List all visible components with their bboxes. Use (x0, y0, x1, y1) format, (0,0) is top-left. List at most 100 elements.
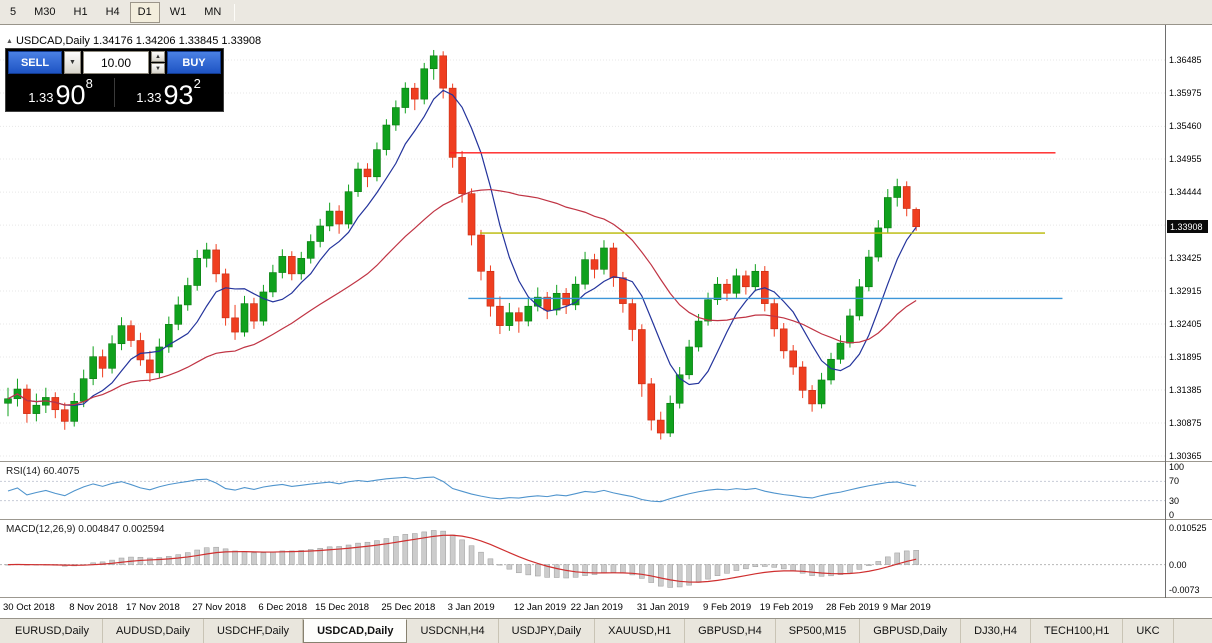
tab-usdcad-daily[interactable]: USDCAD,Daily (303, 619, 408, 643)
rsi-scale-label: 0 (1169, 510, 1175, 520)
macd-panel-divider (0, 519, 1212, 520)
time-axis-label: 27 Nov 2018 (192, 602, 247, 613)
chevron-down-icon: ▼ (69, 59, 76, 66)
quote-display: 1.33 90 8 1.33 93 2 (8, 76, 221, 109)
price-scale-label: 1.35975 (1169, 88, 1202, 98)
volume-spinner: ▲ ▼ (151, 51, 165, 74)
rsi-indicator-label: RSI(14) 60.4075 (6, 466, 80, 477)
volume-input[interactable]: 10.00 (83, 51, 149, 74)
tab-gbpusd-h4[interactable]: GBPUSD,H4 (685, 619, 776, 643)
timeframe-button-mn[interactable]: MN (196, 2, 229, 23)
tab-dj30-h4[interactable]: DJ30,H4 (961, 619, 1031, 643)
timeframe-button-m30[interactable]: M30 (26, 2, 63, 23)
price-scale-label: 1.34955 (1169, 154, 1202, 164)
sell-price: 1.33 90 8 (8, 76, 113, 109)
time-axis-label: 25 Dec 2018 (381, 602, 436, 613)
price-scale-label: 1.33425 (1169, 253, 1202, 263)
timeframe-button-w1[interactable]: W1 (162, 2, 195, 23)
tab-xauusd-h1[interactable]: XAUUSD,H1 (595, 619, 686, 643)
time-axis-label: 31 Jan 2019 (636, 602, 690, 613)
price-chart[interactable] (0, 25, 1165, 461)
time-axis-label: 12 Jan 2019 (513, 602, 567, 613)
time-axis-label: 9 Feb 2019 (703, 602, 752, 613)
timeframe-button-d1[interactable]: D1 (129, 1, 160, 23)
chart-region: ▲ USDCAD,Daily 1.34176 1.34206 1.33845 1… (0, 25, 1212, 618)
tab-usdchf-daily[interactable]: USDCHF,Daily (204, 619, 304, 643)
trade-controls-row: SELL ▼ 10.00 ▲ ▼ BUY (8, 51, 221, 74)
price-scale-label: 1.34444 (1169, 187, 1202, 198)
volume-down-button[interactable]: ▼ (151, 63, 165, 74)
sell-price-sup: 8 (85, 76, 93, 91)
time-axis-label: 17 Nov 2018 (125, 602, 180, 613)
volume-up-button[interactable]: ▲ (151, 51, 165, 62)
time-axis-label: 22 Jan 2019 (570, 602, 623, 613)
buy-price: 1.33 93 2 (116, 76, 221, 109)
price-scale-label: 1.36485 (1169, 55, 1202, 65)
price-scale-label: 1.31385 (1169, 385, 1202, 395)
timeframe-button-h1[interactable]: H1 (66, 2, 96, 23)
rsi-scale-label: 100 (1169, 462, 1185, 472)
volume-dropdown-button[interactable]: ▼ (64, 51, 81, 74)
tab-sp500-m15[interactable]: SP500,M15 (776, 619, 861, 643)
time-axis[interactable]: 30 Oct 2018 8 Nov 2018 17 Nov 2018 27 Nov 2… (0, 598, 1165, 618)
scale-divider (1165, 25, 1166, 598)
time-axis-label: 19 Feb 2019 (759, 602, 814, 613)
macd-scale-label: 0.010525 (1169, 523, 1207, 533)
symbol-tabbar: EURUSD,Daily AUDUSD,Daily USDCHF,Daily USDC… (0, 618, 1212, 643)
time-axis-label: 8 Nov 2018 (69, 602, 118, 613)
macd-scale-label: 0.00 (1169, 559, 1187, 570)
price-scale[interactable]: 1.36485 1.35975 1.35460 1.34955 1.34444 1.339… (1166, 25, 1212, 598)
macd-scale-label: -0.0073 (1169, 585, 1200, 595)
macd-signal-line (7, 534, 917, 583)
sell-button[interactable]: SELL (8, 51, 62, 74)
price-scale-label: 1.30875 (1169, 418, 1202, 428)
quote-divider (114, 78, 115, 107)
price-scale-label: 1.32405 (1169, 319, 1202, 329)
buy-price-sup: 2 (193, 76, 201, 91)
price-scale-label: 1.35460 (1169, 121, 1202, 132)
tab-tech100-h1[interactable]: TECH100,H1 (1031, 619, 1124, 643)
macd-chart[interactable] (0, 520, 1165, 597)
timeframe-button-h4[interactable]: H4 (98, 2, 128, 23)
time-axis-label: 3 Jan 2019 (447, 602, 495, 613)
ma-slow-line (7, 188, 917, 406)
tab-eurusd-daily[interactable]: EURUSD,Daily (2, 619, 103, 643)
price-scale-label: 1.32915 (1169, 286, 1202, 296)
time-axis-label: 15 Dec 2018 (315, 602, 370, 613)
rsi-chart[interactable] (0, 462, 1165, 519)
rsi-panel-divider (0, 461, 1212, 462)
chart-title-text: USDCAD,Daily 1.34176 1.34206 1.33845 1.3… (15, 35, 262, 47)
buy-button[interactable]: BUY (167, 51, 221, 74)
sell-price-prefix: 1.33 (28, 90, 54, 105)
tab-usdcnh-h4[interactable]: USDCNH,H4 (407, 619, 499, 643)
buy-price-big: 93 (163, 79, 194, 110)
rsi-line (7, 476, 917, 503)
timeframe-button-5[interactable]: 5 (2, 2, 24, 23)
macd-histogram (5, 530, 919, 588)
rsi-scale-label: 70 (1169, 476, 1180, 487)
time-axis-label: 6 Dec 2018 (258, 602, 307, 613)
price-scale-label: 1.30365 (1169, 451, 1202, 461)
rsi-scale-label: 30 (1169, 495, 1180, 506)
macd-indicator-label: MACD(12,26,9) 0.004847 0.002594 (6, 524, 165, 535)
timeframe-toolbar: 5 M30 H1 H4 D1 W1 MN (0, 0, 1212, 25)
axis-divider (0, 597, 1212, 598)
buy-price-prefix: 1.33 (136, 90, 162, 105)
time-axis-label: 9 Mar 2019 (882, 602, 931, 613)
tab-gbpusd-daily[interactable]: GBPUSD,Daily (860, 619, 962, 643)
tab-usdjpy-daily[interactable]: USDJPY,Daily (499, 619, 596, 643)
sell-price-big: 90 (55, 79, 86, 110)
toolbar-separator (234, 3, 236, 21)
time-axis-label: 28 Feb 2019 (826, 602, 880, 613)
tab-ukc[interactable]: UKC (1123, 619, 1174, 643)
tab-audusd-daily[interactable]: AUDUSD,Daily (103, 619, 204, 643)
one-click-trade-panel: SELL ▼ 10.00 ▲ ▼ BUY 1.33 90 8 (5, 48, 224, 112)
time-axis-label: 30 Oct 2018 (3, 602, 55, 613)
current-price-badge: 1.33908 (1167, 219, 1208, 233)
price-grid (0, 59, 1165, 457)
price-scale-label: 1.31895 (1169, 352, 1202, 362)
ma-fast-line (7, 89, 917, 406)
chart-title: ▲ USDCAD,Daily 1.34176 1.34206 1.33845 1… (6, 35, 261, 47)
symbol-marker-icon: ▲ (6, 37, 13, 45)
